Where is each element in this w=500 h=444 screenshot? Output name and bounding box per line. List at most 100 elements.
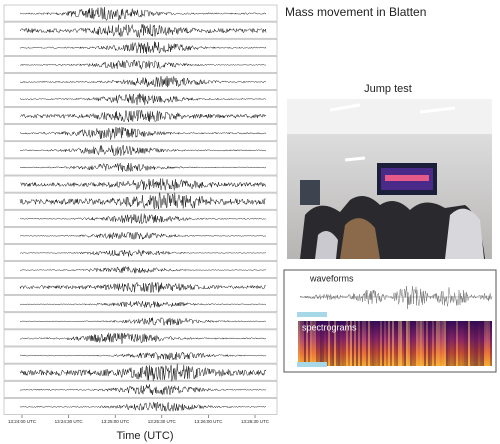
trace-frame	[3, 175, 278, 193]
trace-frame	[3, 158, 278, 176]
trace	[19, 145, 267, 157]
trace	[19, 178, 267, 191]
x-tick-label: 13:26:00 UTC	[194, 419, 223, 424]
spec-column	[324, 321, 326, 366]
spec-column	[340, 321, 342, 366]
spec-column	[448, 321, 450, 366]
spec-column	[418, 321, 420, 366]
spec-column	[310, 321, 312, 366]
spec-column	[374, 321, 376, 366]
spec-column	[406, 321, 408, 366]
spec-column	[470, 321, 472, 366]
spectrograms-label: spectrograms	[302, 322, 357, 332]
spec-column	[476, 321, 478, 366]
spec-column	[414, 321, 416, 366]
x-tick-label: 13:25:00 UTC	[101, 419, 130, 424]
spec-column	[426, 321, 428, 366]
spec-column	[444, 321, 446, 366]
trace-frame	[3, 363, 278, 381]
spec-column	[412, 321, 414, 366]
x-axis-label: Time (UTC)	[116, 430, 173, 442]
spec-column	[342, 321, 344, 366]
trace	[19, 384, 266, 396]
spec-column	[440, 321, 442, 366]
spec-column	[370, 321, 372, 366]
trace	[19, 213, 267, 225]
spec-column	[382, 321, 384, 366]
spectrogram-texture	[298, 321, 492, 366]
spec-column	[330, 321, 332, 366]
trace-frame	[3, 90, 278, 107]
spec-column	[326, 321, 328, 366]
spec-column	[456, 321, 458, 366]
spec-column	[344, 321, 346, 366]
spec-column	[350, 321, 352, 366]
spec-column	[320, 321, 322, 366]
trace-frame	[3, 278, 278, 295]
spec-column	[348, 321, 350, 366]
trace	[19, 249, 267, 257]
trace-frame	[3, 398, 278, 415]
spec-column	[376, 321, 378, 366]
spec-column	[328, 321, 330, 366]
trace	[19, 41, 267, 54]
spec-column	[410, 321, 412, 366]
trace-frame	[3, 73, 278, 90]
spec-column	[450, 321, 452, 366]
trace-frame	[3, 227, 278, 244]
spec-column	[360, 321, 362, 366]
spec-column	[308, 321, 310, 366]
trace-frame	[3, 192, 278, 210]
trace	[19, 316, 267, 326]
spec-column	[458, 321, 460, 366]
spec-column	[462, 321, 464, 366]
spec-column	[436, 321, 438, 366]
inset-waveform	[299, 285, 493, 309]
photo-title: Jump test	[364, 83, 412, 95]
spec-column	[416, 321, 418, 366]
spec-column	[454, 321, 456, 366]
spec-column	[446, 321, 448, 366]
spec-column	[358, 321, 360, 366]
spec-column	[408, 321, 410, 366]
trace	[19, 231, 267, 241]
spec-column	[394, 321, 396, 366]
spec-column	[442, 321, 444, 366]
time-axis: 13:24:00 UTC 13:24:30 UTC 13:25:00 UTC 13:2…	[8, 415, 270, 424]
spec-column	[368, 321, 370, 366]
trace-frame	[3, 56, 278, 73]
trace	[19, 281, 267, 294]
spec-column	[468, 321, 470, 366]
trace	[19, 301, 267, 309]
panel-title: Mass movement in Blatten	[285, 5, 426, 19]
trace-frame	[3, 107, 278, 124]
spec-column	[352, 321, 354, 366]
trace	[19, 363, 267, 382]
spec-column	[478, 321, 480, 366]
spec-column	[434, 321, 436, 366]
trace-frame	[3, 329, 278, 347]
x-tick-label: 13:24:30 UTC	[55, 419, 84, 424]
trace-frame	[3, 4, 278, 22]
spec-column	[332, 321, 334, 366]
spec-column	[398, 321, 400, 366]
spec-column	[316, 321, 318, 366]
spec-column	[428, 321, 430, 366]
spec-column	[338, 321, 340, 366]
spec-column	[380, 321, 382, 366]
spec-column	[356, 321, 358, 366]
spec-column	[322, 321, 324, 366]
spec-column	[318, 321, 320, 366]
trace	[19, 192, 267, 210]
x-tick-label: 13:26:30 UTC	[241, 419, 270, 424]
spec-column	[464, 321, 466, 366]
trace-frame	[3, 346, 278, 364]
trace-frame	[3, 124, 278, 142]
spec-column	[474, 321, 476, 366]
spec-column	[486, 321, 488, 366]
spec-column	[306, 321, 308, 366]
spec-column	[480, 321, 482, 366]
spec-column	[390, 321, 392, 366]
spec-column	[472, 321, 474, 366]
